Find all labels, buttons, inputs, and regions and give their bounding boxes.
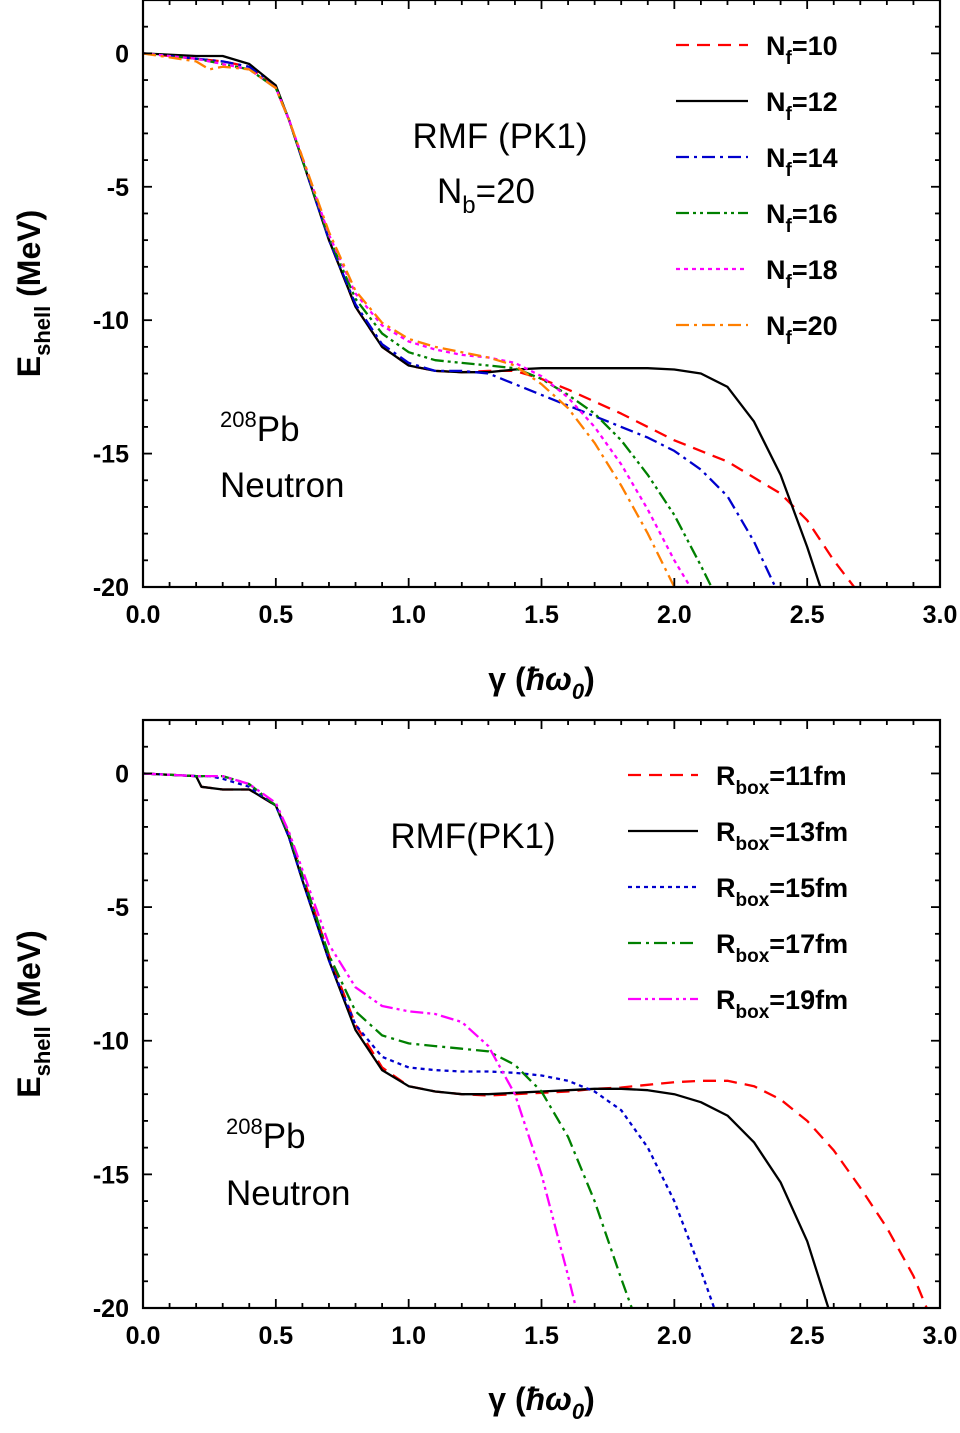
annotation-method: RMF(PK1)	[390, 817, 555, 856]
legend-label: Rbox=11fm	[716, 761, 847, 799]
y-tick-label: -20	[93, 1295, 129, 1323]
x-tick-label: 0.5	[258, 1322, 293, 1350]
x-tick-label: 2.0	[657, 601, 692, 629]
legend-label: Nf=10	[766, 31, 838, 69]
series-line-rbox-13fm	[143, 772, 830, 1308]
y-tick-label: -5	[107, 894, 129, 922]
legend-label: Nf=12	[766, 87, 838, 125]
x-tick-label: 1.5	[524, 601, 559, 629]
y-tick-label: -10	[93, 307, 129, 335]
annotation-nucleus: 208Pb	[220, 407, 300, 449]
y-tick-label: 0	[115, 40, 129, 68]
legend-label: Nf=20	[766, 311, 838, 349]
x-axis-title: γ (ħω0)	[488, 661, 595, 704]
x-tick-label: 0.0	[126, 601, 161, 629]
series-line-nf-18	[143, 52, 692, 587]
x-tick-label: 0.0	[126, 1322, 161, 1350]
chart-panel-2: 0.0 0.5 1.0 1.5 2.0 2.5 3.0 0 -5 -10 -15 -20 γ (ħω0)…	[11, 718, 958, 1424]
plot-area	[143, 772, 928, 1308]
y-tick-label: -20	[93, 574, 129, 602]
y-tick-label: -5	[107, 174, 129, 202]
legend: Rbox=11fm Rbox=13fm Rbox=15fm Rbox=17fm Rbox…	[628, 761, 848, 1023]
legend-label: Nf=16	[766, 199, 838, 237]
annotation-param: Nb=20	[437, 172, 535, 219]
x-tick-label: 2.0	[657, 1322, 692, 1350]
legend-label: Rbox=17fm	[716, 929, 848, 967]
legend: Nf=10 Nf=12 Nf=14 Nf=16 Nf=18 Nf=20	[676, 31, 838, 349]
y-tick-label: -15	[93, 1161, 129, 1189]
annotation-particle: Neutron	[220, 466, 345, 505]
y-tick-label: -10	[93, 1028, 129, 1056]
legend-label: Rbox=19fm	[716, 985, 848, 1023]
x-tick-label: 2.5	[790, 1322, 825, 1350]
annotation-particle: Neutron	[226, 1174, 351, 1213]
y-tick-label: 0	[115, 760, 129, 788]
annotation-method: RMF (PK1)	[413, 117, 588, 156]
y-tick-label: -15	[93, 441, 129, 469]
x-tick-label: 1.0	[391, 601, 426, 629]
chart-panel-1: 0.0 0.5 1.0 1.5 2.0 2.5 3.0 0 -5 -10 -15 -20 γ (ħω0)…	[11, 0, 957, 704]
legend-label: Rbox=15fm	[716, 873, 848, 911]
plot-area	[143, 52, 856, 587]
legend-label: Nf=14	[766, 143, 838, 181]
x-tick-label: 0.5	[258, 601, 293, 629]
x-tick-label: 2.5	[790, 601, 825, 629]
y-axis-title: Eshell (MeV)	[11, 210, 55, 377]
x-axis-title: γ (ħω0)	[488, 1381, 595, 1424]
x-tick-label: 3.0	[923, 1322, 958, 1350]
series-line-nf-20	[143, 52, 676, 587]
series-line-rbox-15fm	[143, 772, 716, 1308]
series-line-rbox-19fm	[143, 772, 578, 1308]
x-tick-label: 3.0	[923, 601, 958, 629]
x-tick-label: 1.0	[391, 1322, 426, 1350]
series-line-rbox-17fm	[143, 772, 633, 1308]
legend-label: Nf=18	[766, 255, 838, 293]
x-tick-label: 1.5	[524, 1322, 559, 1350]
legend-label: Rbox=13fm	[716, 817, 848, 855]
y-axis-title: Eshell (MeV)	[11, 930, 55, 1097]
annotation-nucleus: 208Pb	[226, 1114, 306, 1156]
